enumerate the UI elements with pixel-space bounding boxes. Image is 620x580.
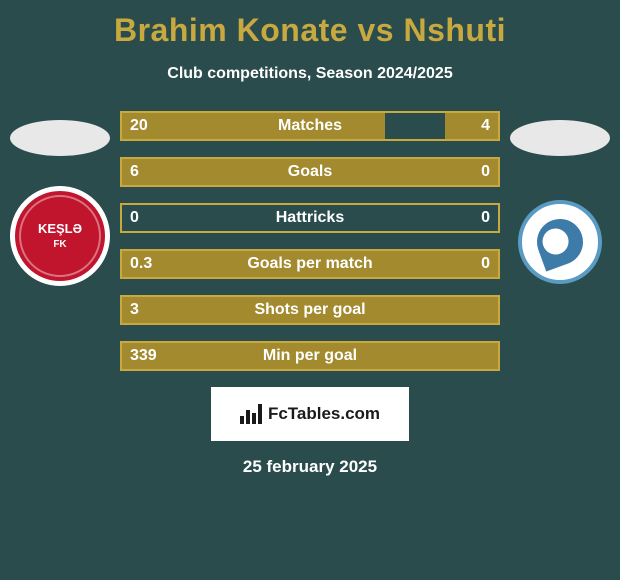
bar-track: 339 Min per goal [120,341,500,371]
stat-label: Goals per match [247,255,372,273]
stat-row: 20 Matches 4 [120,111,500,141]
stat-value-left: 20 [130,113,148,139]
club-name-left-main: KEŞLƏ [38,221,82,236]
bar-track: 0 Hattricks 0 [120,203,500,233]
stat-value-left: 6 [130,159,139,185]
stat-row: 0.3 Goals per match 0 [120,249,500,279]
stat-value-right: 0 [481,205,490,231]
stat-row: 6 Goals 0 [120,157,500,187]
bar-track: 6 Goals 0 [120,157,500,187]
comparison-chart: 20 Matches 4 6 Goals 0 0 Hattricks 0 0.3… [0,111,620,371]
club-name-left-sub: FK [53,239,66,250]
stat-row: 0 Hattricks 0 [120,203,500,233]
footer-brand-box: FcTables.com [211,387,409,441]
stat-label: Hattricks [276,209,344,227]
stat-row: 3 Shots per goal [120,295,500,325]
stat-row: 339 Min per goal [120,341,500,371]
stat-value-left: 339 [130,343,157,369]
stat-label: Goals [288,163,332,181]
footer-brand-text: FcTables.com [268,404,380,424]
club-name-left: KEŞLƏ FK [38,222,82,251]
stat-value-left: 3 [130,297,139,323]
stat-label: Matches [278,117,342,135]
bar-track: 3 Shots per goal [120,295,500,325]
bar-left-fill [122,113,385,139]
bar-right-fill [445,113,498,139]
stat-value-left: 0.3 [130,251,152,277]
stat-value-right: 0 [481,159,490,185]
generated-date: 25 february 2025 [0,457,620,477]
bar-chart-icon [240,404,262,424]
stat-value-right: 4 [481,113,490,139]
subtitle: Club competitions, Season 2024/2025 [0,65,620,83]
stat-value-left: 0 [130,205,139,231]
bar-track: 20 Matches 4 [120,111,500,141]
stat-value-right: 0 [481,251,490,277]
stat-label: Shots per goal [254,301,365,319]
page-title: Brahim Konate vs Nshuti [0,0,620,49]
stat-label: Min per goal [263,347,357,365]
bar-track: 0.3 Goals per match 0 [120,249,500,279]
